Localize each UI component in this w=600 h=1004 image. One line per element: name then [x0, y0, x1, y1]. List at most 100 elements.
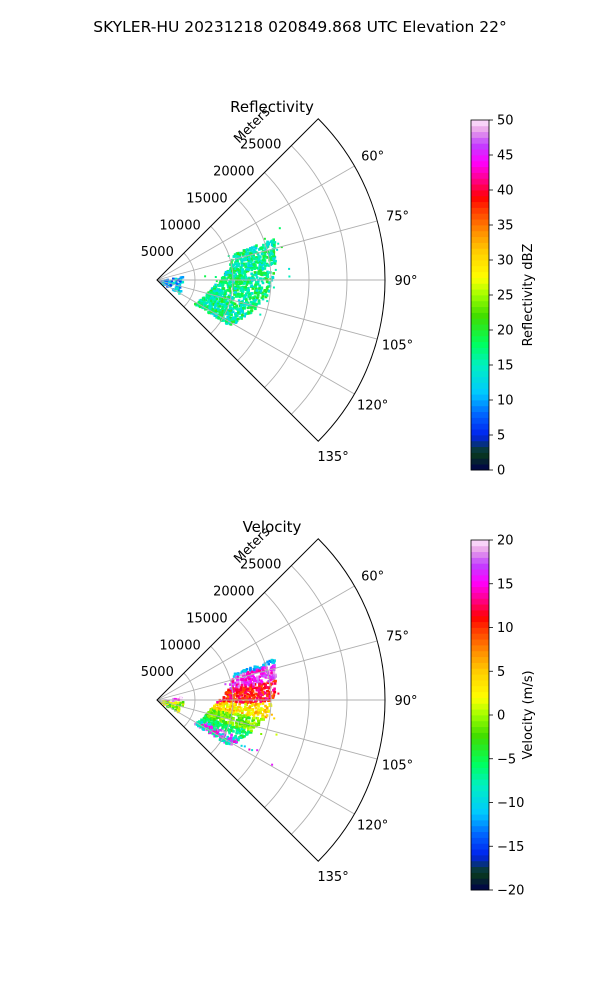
- echo-cell: [253, 245, 257, 248]
- echo-cell: [209, 291, 212, 294]
- echo-cell: [215, 297, 219, 301]
- echo-cell: [215, 291, 218, 295]
- echo-cell: [269, 683, 272, 686]
- colorbar-segment: [471, 843, 489, 850]
- echo-cell: [213, 293, 217, 297]
- echo-cell: [208, 306, 212, 310]
- echo-cell: [245, 668, 249, 671]
- echo-cell: [175, 287, 178, 290]
- echo-cell: [245, 718, 248, 720]
- echo-cell: [239, 305, 243, 308]
- echo-cell: [237, 264, 240, 267]
- echo-cell: [229, 683, 232, 686]
- colorbar-segment: [471, 779, 489, 786]
- polar-grid: [156, 565, 385, 862]
- echo-cell: [266, 660, 269, 664]
- echo-cell: [244, 249, 248, 252]
- colorbar-segment: [471, 376, 489, 383]
- echo-cell: [214, 283, 217, 287]
- echo-cell: [251, 688, 254, 691]
- echo-cell: [228, 310, 231, 313]
- echo-cell: [218, 281, 222, 285]
- echo-cell: [214, 703, 218, 707]
- azimuth-tick-label: 120°: [357, 399, 388, 414]
- echo-cell: [235, 280, 238, 283]
- echo-cell: [259, 672, 263, 675]
- echo-cell: [248, 257, 251, 261]
- echo-cell: [266, 300, 269, 303]
- echo-cell: [246, 698, 250, 701]
- echo-cell: [233, 291, 237, 294]
- echo-cell: [239, 686, 243, 690]
- echo-cell: [242, 730, 245, 733]
- echo-cell: [255, 696, 259, 700]
- echo-cell: [228, 724, 232, 727]
- echo-cell: [240, 281, 244, 284]
- echo-cell: [240, 744, 243, 747]
- colorbar-tick-label: 50: [497, 114, 514, 129]
- echo-cell: [258, 284, 261, 288]
- echo-cell: [240, 271, 243, 274]
- sector-frame: [156, 118, 386, 442]
- echo-cell: [226, 283, 230, 286]
- echo-cell: [223, 306, 227, 309]
- echo-cell: [213, 306, 217, 309]
- echo-cell: [256, 296, 259, 299]
- echo-cell: [232, 263, 235, 267]
- echo-cell: [269, 257, 272, 260]
- echo-cell: [178, 707, 181, 711]
- echo-cell: [246, 726, 250, 730]
- echo-cell: [228, 311, 231, 315]
- echo-cell: [234, 675, 238, 679]
- echo-cell: [231, 717, 235, 720]
- echo-cell: [233, 687, 236, 691]
- echo-cell: [271, 668, 275, 671]
- echo-cell: [233, 269, 237, 273]
- echo-cell: [259, 691, 263, 694]
- echo-cell: [210, 726, 213, 730]
- colorbar-segment: [471, 423, 489, 430]
- echo-cell: [241, 260, 244, 263]
- echo-cell: [203, 726, 207, 730]
- colorbar-segment: [471, 312, 489, 319]
- echo-cell: [240, 691, 243, 694]
- colorbar-segment: [471, 674, 489, 681]
- echo-cell: [247, 264, 250, 268]
- echo-cell: [213, 289, 216, 293]
- echo-cell: [209, 717, 213, 720]
- echo-cell: [219, 737, 222, 741]
- echo-cell: [259, 708, 262, 712]
- echo-cell: [227, 706, 230, 709]
- echo-cell: [236, 295, 240, 298]
- echo-cell: [217, 288, 220, 291]
- echo-cell: [260, 246, 264, 250]
- echo-cell: [242, 307, 245, 310]
- echo-cell: [262, 272, 265, 275]
- echo-cell: [252, 718, 256, 722]
- echo-cell: [241, 290, 245, 293]
- echo-cell: [254, 723, 258, 727]
- colorbar-segment: [471, 254, 489, 261]
- echo-cell: [231, 723, 235, 727]
- echo-cell: [256, 280, 260, 284]
- echo-cell: [240, 307, 243, 311]
- echo-cell: [242, 275, 245, 279]
- echo-cell: [260, 733, 263, 735]
- echo-cell: [244, 702, 247, 706]
- colorbar-segment: [471, 400, 489, 407]
- echo-cell: [265, 278, 269, 281]
- echo-cell: [202, 719, 206, 722]
- colorbar-segment: [471, 563, 489, 570]
- echo-cell: [227, 288, 231, 292]
- echo-cell: [219, 721, 222, 725]
- echo-cell: [250, 281, 253, 285]
- echo-cell: [262, 277, 265, 281]
- colorbar-tick-label: 0: [497, 709, 505, 724]
- echo-cell: [253, 695, 257, 699]
- colorbar-segment: [471, 849, 489, 856]
- echo-cell: [224, 683, 227, 686]
- echo-cell: [225, 697, 228, 700]
- echo-cell: [251, 749, 254, 752]
- colorbar-segment: [471, 621, 489, 628]
- echo-cell: [272, 674, 276, 678]
